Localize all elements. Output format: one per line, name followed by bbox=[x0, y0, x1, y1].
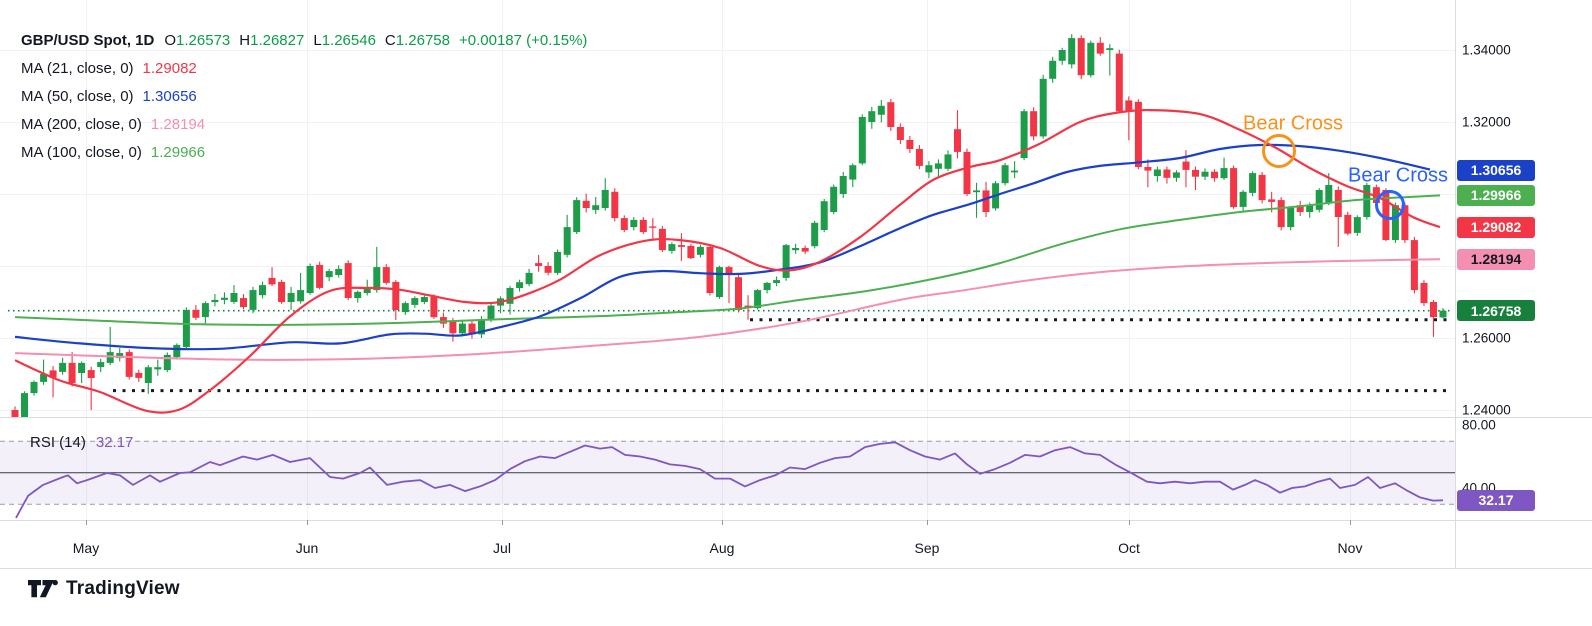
ohlc-l: L1.26546 bbox=[313, 31, 376, 49]
ma21-badge: 1.29082 bbox=[1457, 216, 1535, 238]
ma-21-value: 1.29082 bbox=[142, 59, 197, 77]
ma50-badge: 1.30656 bbox=[1457, 159, 1535, 181]
legend-row-ma-100[interactable]: MA (100, close, 0) 1.29966 bbox=[21, 138, 587, 166]
ma-21-label: MA (21, close, 0) bbox=[21, 59, 134, 77]
price-axis-label: 1.26000 bbox=[1462, 330, 1511, 346]
ma-50-value: 1.30656 bbox=[142, 87, 197, 105]
legend-row-ma-21[interactable]: MA (21, close, 0) 1.29082 bbox=[21, 54, 587, 82]
ma100-badge: 1.29966 bbox=[1457, 184, 1535, 206]
ma-50-label: MA (50, close, 0) bbox=[21, 87, 134, 105]
candles-layer bbox=[11, 34, 1447, 417]
ma200-badge: 1.28194 bbox=[1457, 248, 1535, 270]
tradingview-logo-icon bbox=[28, 579, 58, 598]
symbol-ohlc-row[interactable]: GBP/USD Spot, 1D O1.26573 H1.26827 L1.2654… bbox=[21, 26, 587, 54]
ma-100-label: MA (100, close, 0) bbox=[21, 143, 142, 161]
ohlc-o: O1.26573 bbox=[164, 31, 231, 49]
month-label: Jul bbox=[493, 540, 511, 556]
chart-legend: GBP/USD Spot, 1D O1.26573 H1.26827 L1.2654… bbox=[21, 26, 587, 166]
ma-200-value: 1.28194 bbox=[150, 115, 206, 133]
tradingview-logo-text: TradingView bbox=[66, 578, 180, 599]
legend-row-ma-50[interactable]: MA (50, close, 0) 1.30656 bbox=[21, 82, 587, 110]
rsi-label: RSI (14) bbox=[30, 434, 86, 451]
ma-lines bbox=[14, 108, 1441, 414]
month-label: Aug bbox=[709, 540, 735, 556]
bear-cross-label: Bear Cross bbox=[1242, 112, 1344, 135]
month-label: May bbox=[72, 540, 100, 556]
month-label: Nov bbox=[1337, 540, 1363, 556]
rsi-value: 32.17 bbox=[95, 434, 134, 451]
bear-cross-circle bbox=[1262, 134, 1296, 168]
ma-200-label: MA (200, close, 0) bbox=[21, 115, 142, 133]
ohlc-c: C1.26758 bbox=[384, 31, 450, 49]
price-axis-label: 1.34000 bbox=[1462, 42, 1511, 58]
ohlc-h: H1.26827 bbox=[239, 31, 305, 49]
bear-cross-label: Bear Cross bbox=[1347, 164, 1449, 187]
change-value: +0.00187 (+0.15%) bbox=[459, 31, 588, 49]
ma-legend-rows: MA (21, close, 0) 1.29082 MA (50, close, 0… bbox=[21, 54, 587, 166]
ma-100-value: 1.29966 bbox=[150, 143, 206, 161]
rsi-axis-label: 80.00 bbox=[1462, 417, 1496, 433]
rsi-value-badge: 32.17 bbox=[1457, 489, 1535, 511]
price-axis-label: 1.32000 bbox=[1462, 114, 1511, 130]
pane-separators bbox=[0, 0, 1592, 569]
last-price-badge: 1.26758 bbox=[1457, 300, 1535, 322]
rsi-legend-row[interactable]: RSI (14) 32.17 bbox=[30, 434, 133, 451]
legend-row-ma-200[interactable]: MA (200, close, 0) 1.28194 bbox=[21, 110, 587, 138]
month-label: Sep bbox=[914, 540, 940, 556]
tradingview-logo[interactable]: TradingView bbox=[28, 578, 180, 600]
level-lines bbox=[8, 309, 1450, 393]
symbol-title: GBP/USD Spot, 1D bbox=[21, 31, 155, 49]
bear-cross-circle bbox=[1375, 190, 1405, 220]
rsi-pane bbox=[0, 440, 1455, 519]
month-label: Oct bbox=[1118, 540, 1140, 556]
month-label: Jun bbox=[295, 540, 319, 556]
ohlc-values: O1.26573 H1.26827 L1.26546 C1.26758 bbox=[164, 32, 459, 49]
price-axis-label: 1.24000 bbox=[1462, 402, 1511, 418]
